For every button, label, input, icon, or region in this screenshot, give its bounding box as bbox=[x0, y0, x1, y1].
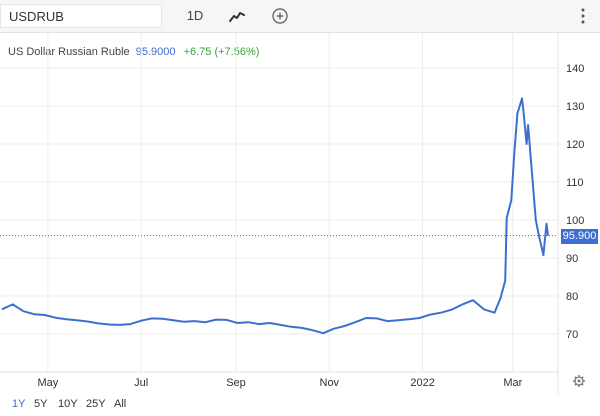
chart-toolbar: 1D bbox=[0, 0, 600, 33]
y-tick-label: 120 bbox=[566, 139, 584, 151]
last-price-tag: 95.900 bbox=[561, 229, 598, 244]
symbol-search-input[interactable] bbox=[0, 4, 162, 28]
price-change: +6.75 (+7.56%) bbox=[183, 46, 260, 58]
x-tick-label: Jul bbox=[134, 377, 148, 389]
chart-type-glyph bbox=[229, 12, 245, 22]
x-tick-label: 2022 bbox=[410, 377, 434, 389]
x-tick-label: May bbox=[37, 377, 58, 389]
x-tick-label: Mar bbox=[503, 377, 522, 389]
range-25y-button[interactable]: 25Y bbox=[86, 398, 106, 410]
instrument-name: US Dollar Russian Ruble bbox=[8, 46, 130, 58]
chart-legend: US Dollar Russian Ruble 95.9000 +6.75 (+… bbox=[8, 46, 259, 58]
range-selector: 1Y 5Y 10Y 25Y All bbox=[0, 394, 600, 416]
y-tick-label: 100 bbox=[566, 215, 584, 227]
range-all-button[interactable]: All bbox=[114, 398, 127, 410]
y-tick-label: 140 bbox=[566, 63, 584, 75]
gear-icon[interactable] bbox=[573, 375, 585, 387]
y-tick-label: 130 bbox=[566, 101, 584, 113]
range-5y-button[interactable]: 5Y bbox=[34, 398, 48, 410]
menu-glyph bbox=[581, 8, 585, 24]
range-1y-button[interactable]: 1Y bbox=[12, 398, 26, 410]
last-price: 95.9000 bbox=[135, 46, 176, 58]
add-glyph bbox=[272, 8, 288, 24]
plus-circle-icon[interactable] bbox=[269, 4, 291, 28]
vertical-dots-icon[interactable] bbox=[577, 4, 589, 28]
line-chart-icon[interactable] bbox=[226, 4, 248, 28]
interval-button[interactable]: 1D bbox=[186, 8, 204, 23]
x-tick-label: Nov bbox=[320, 377, 340, 389]
y-tick-label: 80 bbox=[566, 291, 578, 303]
y-tick-label: 110 bbox=[566, 177, 584, 189]
gridlines bbox=[0, 32, 558, 372]
price-series-line bbox=[1, 97, 549, 335]
price-chart[interactable]: May Jul Sep Nov 2022 Mar 70 80 90 100 110 120 130 14… bbox=[0, 32, 600, 394]
range-10y-button[interactable]: 10Y bbox=[58, 398, 78, 410]
y-tick-label: 90 bbox=[566, 253, 578, 265]
x-tick-label: Sep bbox=[226, 377, 246, 389]
y-axis-labels: 70 80 90 100 110 120 130 140 bbox=[566, 63, 584, 341]
x-axis-labels: May Jul Sep Nov 2022 Mar bbox=[37, 377, 522, 389]
y-tick-label: 70 bbox=[566, 329, 578, 341]
